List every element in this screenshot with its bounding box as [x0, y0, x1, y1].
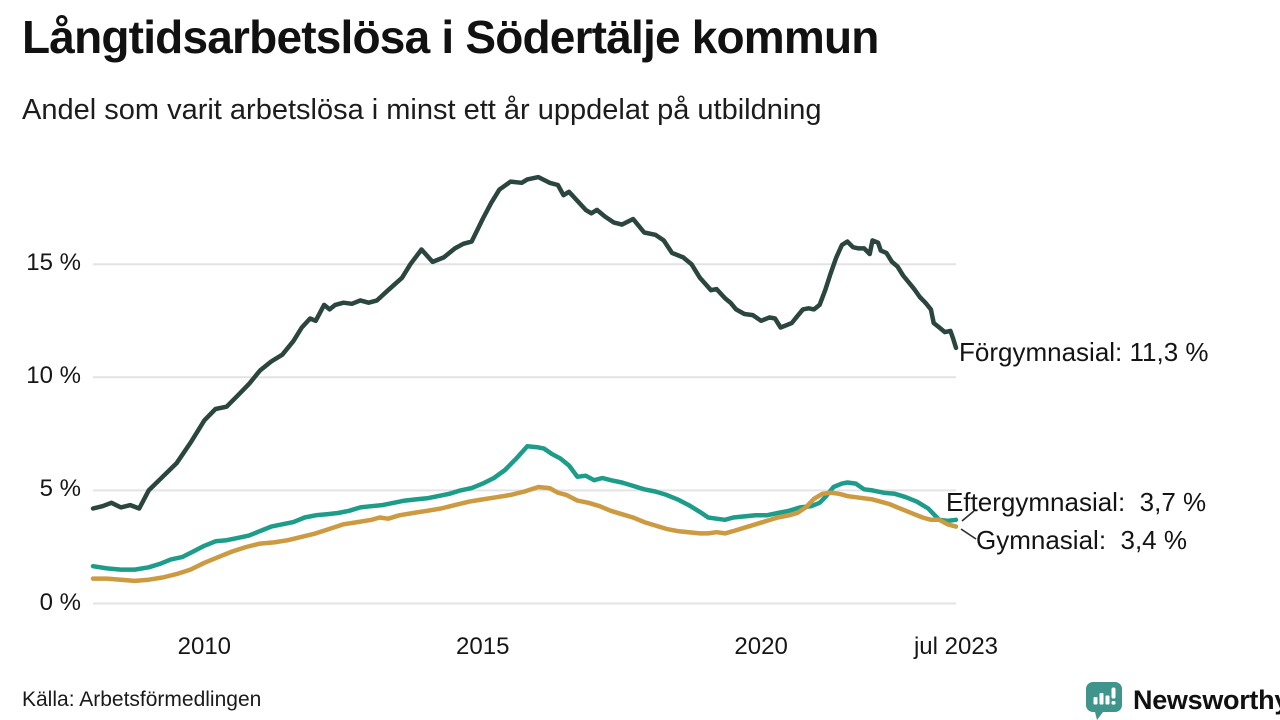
series-line-förgymnasial — [90, 174, 959, 511]
brand-logo: Newsworthy — [1086, 682, 1280, 720]
brand-wordmark: Newsworthy — [1133, 685, 1280, 715]
leader-line-eftergymnasial — [961, 510, 975, 522]
source-note: Källa: Arbetsförmedlingen — [22, 688, 262, 711]
series-end-label-forgymnasial: Förgymnasial: 11,3 % — [959, 337, 1209, 367]
series-end-label-gymnasial: Gymnasial: 3,4 % — [976, 525, 1187, 555]
x-tick-label-jul-2023: jul 2023 — [913, 633, 999, 660]
page-subtitle: Andel som varit arbetslösa i minst ett å… — [22, 94, 822, 126]
series-line-gymnasial — [90, 484, 959, 584]
y-tick-label-10: 10 % — [26, 362, 81, 390]
y-tick-label-15: 15 % — [26, 249, 81, 277]
x-tick-label-2020: 2020 — [734, 633, 788, 660]
leader-line-gymnasial — [960, 528, 977, 540]
series-end-label-eftergymnasial: Eftergymnasial: 3,7 % — [946, 487, 1207, 517]
logo-bar-1 — [1093, 697, 1098, 705]
page-title: Långtidsarbetslösa i Södertälje kommun — [22, 11, 879, 63]
logo-exclamation-bar — [1111, 687, 1116, 699]
newsworthy-logo-icon — [1086, 682, 1122, 720]
series-line-eftergymnasial — [90, 444, 959, 572]
logo-exclamation-dot — [1111, 701, 1116, 705]
x-tick-label-2015: 2015 — [456, 633, 510, 660]
logo-bar-3 — [1105, 695, 1110, 705]
y-tick-label-5: 5 % — [39, 475, 81, 503]
logo-bar-2 — [1099, 693, 1104, 705]
y-tick-label-0: 0 % — [39, 588, 81, 616]
x-tick-label-2010: 2010 — [177, 633, 232, 660]
